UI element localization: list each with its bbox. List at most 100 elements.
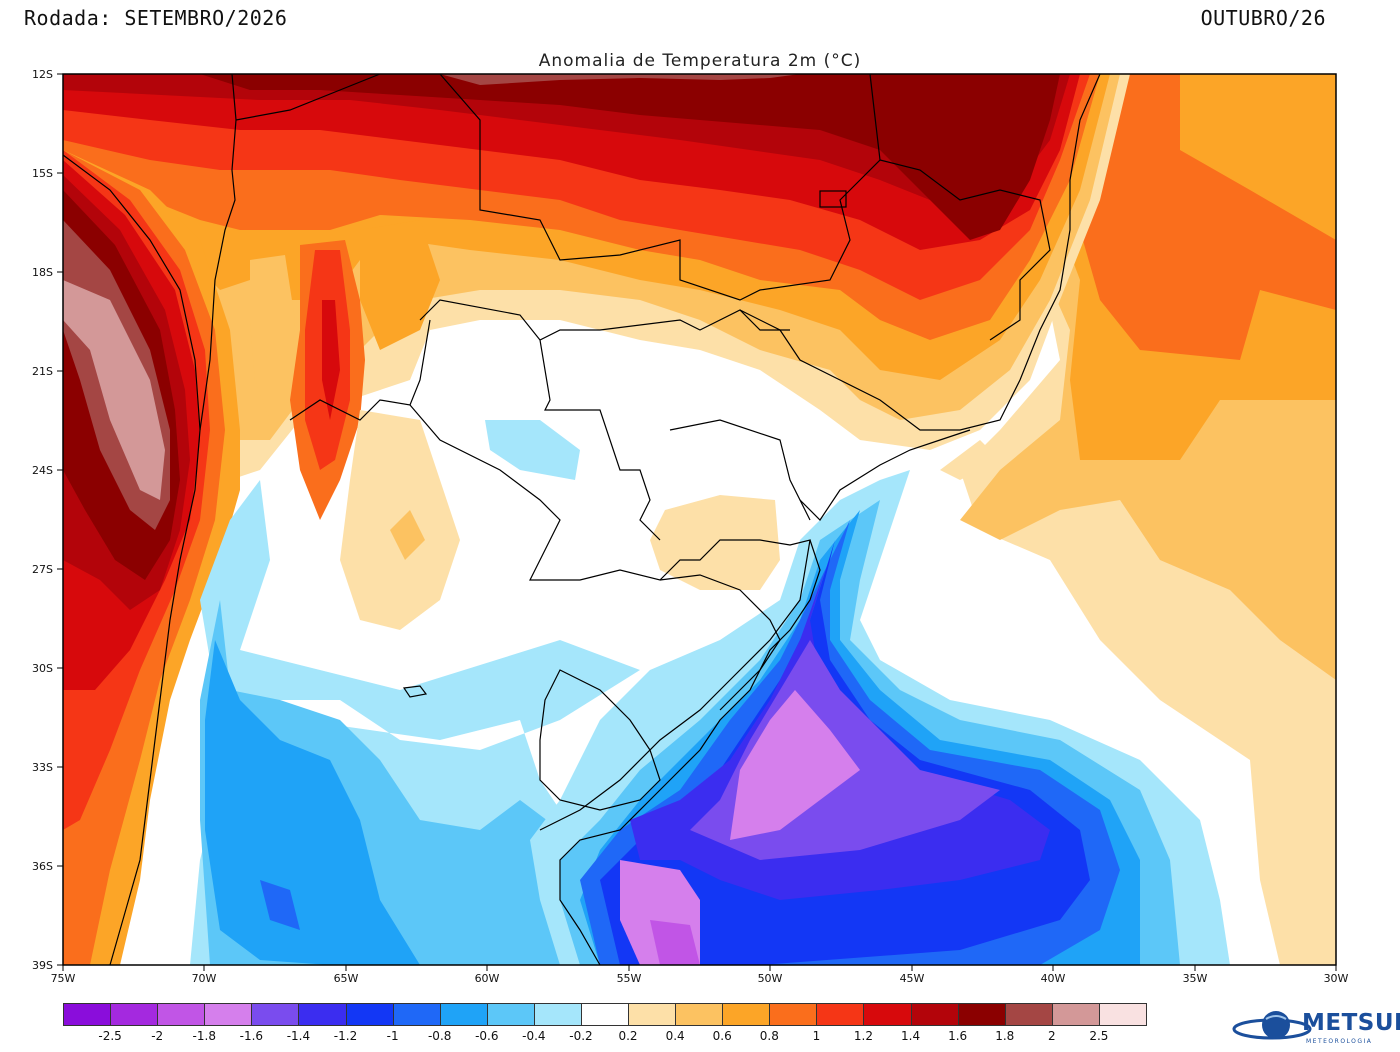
lon-tick-label: 55W [617,972,642,985]
legend-label: 2 [1047,1029,1056,1043]
lat-tick-label: 30S [32,662,53,675]
lon-tick-label: 35W [1183,972,1208,985]
legend-swatch [722,1003,771,1026]
santa-catarina-boundary [659,574,781,711]
anomaly-0.8-east [1080,74,1336,360]
legend-label: -2 [151,1029,164,1043]
sao-paulo-coast [799,429,971,521]
run-label: Rodada: SETEMBRO/2026 [24,6,288,30]
legend-label: -0.4 [522,1029,546,1043]
anomaly-0.2-parana [650,495,780,590]
legend-swatch [298,1003,347,1026]
anomaly-neg0.8-argentina [260,880,300,930]
legend-swatch [345,1003,394,1026]
lat-tick-label: 15S [32,167,53,180]
legend-label: -0.8 [427,1029,452,1043]
brazil-states-north [439,74,881,301]
legend-label: 0.6 [712,1029,732,1043]
legend-label: 0.2 [618,1029,638,1043]
peru-bolivia-boundary [235,74,381,121]
legend-label: 0.4 [665,1029,685,1043]
legend-swatch [1098,1003,1147,1026]
legend-label: -1.6 [239,1029,264,1043]
longitude-axis: 75W 70W 65W 60W 55W 50W 45W 40W 35W 30W [51,965,1349,985]
paraguay-brazil-boundary [539,339,661,541]
legend-swatch [251,1003,300,1026]
anomaly-neg0.2-paraguay [485,420,580,480]
anomaly-1.8-north [300,74,800,85]
lat-tick-label: 12S [32,68,53,81]
legend-label: 1.6 [948,1029,968,1043]
latitude-axis: 12S 15S 18S 21S 24S 27S 30S 33S 36S 39S [32,68,63,972]
anomaly-neg1.8-southwest [650,920,700,965]
lon-tick-label: 75W [51,972,76,985]
legend-label: 1.2 [853,1029,874,1043]
legend-label: -2.5 [98,1029,122,1043]
map-frame [62,73,1337,966]
lon-tick-label: 70W [192,972,217,985]
legend-swatch [439,1003,488,1026]
legend-label: 2.5 [1089,1029,1109,1043]
legend-swatch [1051,1003,1100,1026]
anomaly-0.4-stripe [250,255,295,420]
lat-tick-label: 33S [32,761,53,774]
target-month-label: OUTUBRO/26 [1200,6,1326,30]
legend-swatch [910,1003,959,1026]
legend-label: -0.6 [475,1029,499,1043]
uruguay-outline [539,669,661,811]
legend-swatch [1004,1003,1053,1026]
legend-label: 1.8 [995,1029,1015,1043]
legend-label: -1.4 [286,1029,311,1043]
legend-label: -1.2 [333,1029,358,1043]
logo-wordmark: METSUL [1302,1010,1400,1036]
color-legend [63,1003,1147,1028]
andes-boundary [199,74,237,431]
anomaly-0.6-stripe [360,220,440,350]
anomaly-1.6-north [200,74,1060,240]
metsul-logo [1232,1011,1312,1040]
anomaly-1.2-bolivia [322,300,340,420]
chile-coastline [63,154,201,965]
legend-swatch [816,1003,865,1026]
map-title: Anomalia de Temperatura 2m (°C) [538,51,862,71]
brazil-east-coast [739,74,1101,431]
legend-swatch [63,1003,112,1026]
federal-district-outline [819,190,847,208]
legend-swatch [157,1003,206,1026]
legend-swatch [486,1003,535,1026]
lat-tick-label: 36S [32,860,53,873]
paraguay-argentina-boundary [409,404,811,831]
lat-tick-label: 27S [32,563,53,576]
anomaly-0.2-coast [940,440,1000,480]
lon-tick-label: 50W [758,972,783,985]
legend-swatch [675,1003,724,1026]
legend-swatch [769,1003,818,1026]
legend-label: 1.4 [901,1029,921,1043]
south-atlantic-coast [559,539,821,965]
anomaly-map: 12S 15S 18S 21S 24S 27S 30S 33S 36S 39S … [32,68,1349,985]
lat-tick-label: 39S [32,959,53,972]
lat-tick-label: 18S [32,266,53,279]
lake-outline [402,685,428,698]
anomaly-2.0-andes [63,280,165,500]
legend-label: -0.2 [569,1029,593,1043]
parana-state-boundary [669,419,811,521]
legend-swatch [392,1003,441,1026]
lat-tick-label: 21S [32,365,53,378]
legend-swatch [957,1003,1006,1026]
legend-label: -1.8 [192,1029,216,1043]
legend-swatch [580,1003,630,1026]
bolivia-brazil-boundary [419,299,790,341]
bolivia-argentina-boundary [289,319,431,421]
legend-label: 1 [812,1029,821,1043]
anomaly-neg0.6-argentina [205,640,420,965]
legend-swatch [204,1003,253,1026]
legend-label: -1 [386,1029,399,1043]
political-boundaries [63,74,1101,965]
anomaly-neg1.6-south [730,690,860,840]
lon-tick-label: 60W [475,972,500,985]
logo-subtitle: METEOROLOGIA [1306,1038,1373,1045]
legend-swatch [628,1003,677,1026]
legend-swatch [110,1003,159,1026]
legend-swatch [863,1003,912,1026]
